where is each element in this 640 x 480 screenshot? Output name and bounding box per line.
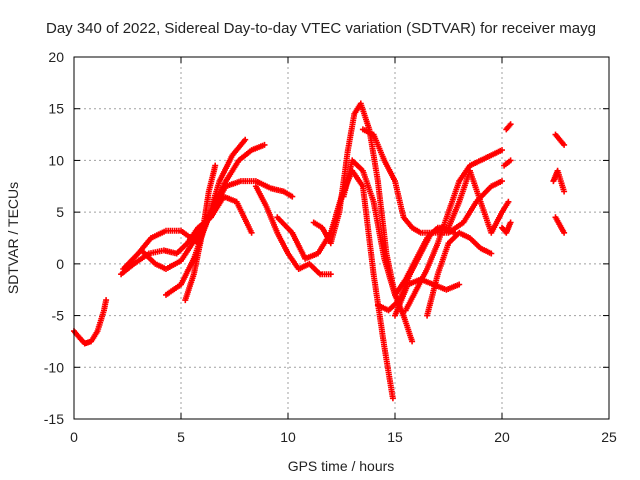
- x-axis-label: GPS time / hours: [288, 458, 395, 474]
- marker-trace: [182, 162, 219, 304]
- marker-trace: [550, 167, 568, 195]
- series-arc-15: [424, 229, 495, 319]
- series-arc-18: [503, 121, 514, 133]
- series-arc-6: [182, 162, 219, 304]
- y-tick-label: 20: [48, 49, 64, 65]
- marker-trace: [424, 229, 495, 319]
- x-tick-label: 15: [387, 429, 403, 445]
- chart-title: Day 340 of 2022, Sidereal Day-to-day VTE…: [46, 20, 596, 37]
- series-arc-1: [71, 297, 110, 347]
- x-tick-label: 25: [601, 429, 617, 445]
- series-arc-14: [402, 147, 505, 314]
- y-axis-label: SDTVAR / TECUs: [5, 182, 21, 294]
- marker-trace: [466, 167, 512, 236]
- marker-trace: [552, 131, 568, 148]
- series-arc-20: [552, 131, 568, 148]
- y-tick-label: -10: [44, 359, 64, 375]
- y-tick-label: -5: [52, 308, 65, 324]
- marker-trace: [552, 214, 568, 236]
- marker-trace: [499, 219, 514, 236]
- series-arc-22: [552, 214, 568, 236]
- marker-trace: [402, 147, 505, 314]
- y-tick-label: 15: [48, 101, 64, 117]
- y-tick-label: 0: [56, 256, 64, 272]
- y-tick-label: -15: [44, 411, 64, 427]
- series-arc-7: [252, 183, 334, 278]
- x-tick-label: 5: [177, 429, 185, 445]
- data-markers: [71, 100, 568, 402]
- marker-trace: [501, 157, 514, 169]
- series-arc-21: [550, 167, 568, 195]
- axis-ticks: 0 5 10 15 20 25 -15 -10 -5 0 5 10 15 20: [44, 49, 617, 445]
- series-arc-16: [466, 167, 512, 236]
- series-arc-17: [499, 219, 514, 236]
- x-tick-label: 10: [280, 429, 296, 445]
- y-tick-label: 10: [48, 152, 64, 168]
- grid: [74, 57, 609, 419]
- series-arc-19: [501, 157, 514, 169]
- marker-trace: [503, 121, 514, 133]
- plot-frame: [73, 56, 610, 420]
- x-tick-label: 0: [70, 429, 78, 445]
- marker-trace: [252, 183, 334, 278]
- x-tick-label: 20: [494, 429, 510, 445]
- y-tick-label: 5: [56, 204, 64, 220]
- marker-trace: [71, 297, 110, 347]
